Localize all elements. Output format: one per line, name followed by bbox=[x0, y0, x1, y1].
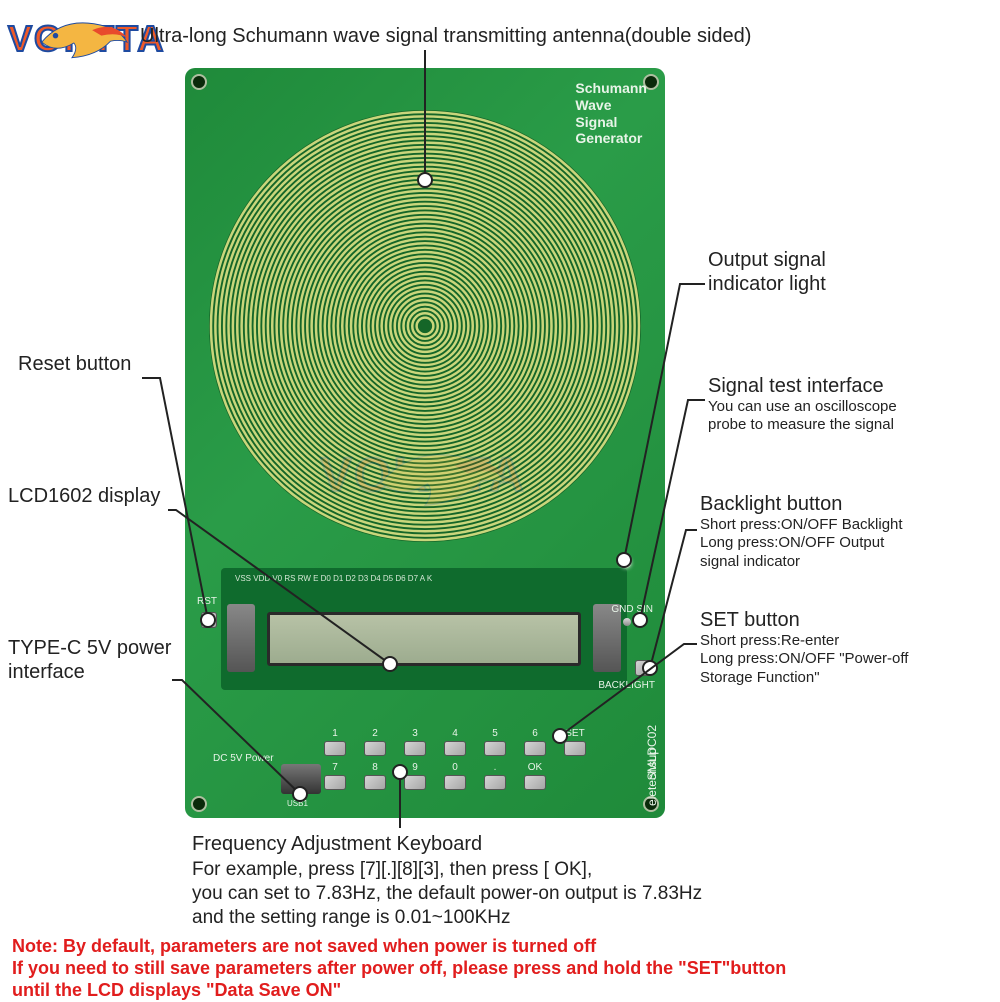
callout-signal-test-title: Signal test interface bbox=[708, 374, 884, 398]
note-text: Note: By default, parameters are not sav… bbox=[12, 936, 982, 1002]
typec-port[interactable] bbox=[281, 764, 321, 794]
lcd-screen bbox=[267, 612, 581, 666]
key-2[interactable] bbox=[364, 741, 386, 756]
callout-set-title: SET button bbox=[700, 608, 800, 632]
backlight-label: BACKLIGHT bbox=[598, 680, 655, 691]
key-8[interactable] bbox=[364, 775, 386, 790]
key-1[interactable] bbox=[324, 741, 346, 756]
lcd-pin-labels: VSS VDD V0 RS RW E D0 D1 D2 D3 D4 D5 D6 … bbox=[231, 574, 617, 596]
keypad: 123456SET 7890.OK bbox=[305, 728, 605, 798]
key-5[interactable] bbox=[484, 741, 506, 756]
callout-output-indicator: Output signal indicator light bbox=[708, 248, 826, 297]
reset-button[interactable] bbox=[201, 612, 217, 628]
callout-frequency: Frequency Adjustment Keyboard For exampl… bbox=[192, 832, 972, 931]
callout-typec: TYPE-C 5V power interface bbox=[8, 636, 171, 685]
pcb-board: Schumann Wave Signal Generator VSS VDD V… bbox=[185, 68, 665, 818]
power-label: DC 5V Power bbox=[213, 753, 274, 764]
callout-set-sub: Short press:Re-enter Long press:ON/OFF "… bbox=[700, 632, 908, 687]
callout-lcd: LCD1602 display bbox=[8, 484, 160, 508]
reset-label: RST bbox=[197, 596, 217, 607]
output-indicator-led bbox=[621, 558, 631, 568]
key-SET[interactable] bbox=[564, 741, 586, 756]
key-3[interactable] bbox=[404, 741, 426, 756]
key-6[interactable] bbox=[524, 741, 546, 756]
key-7[interactable] bbox=[324, 775, 346, 790]
model-label: SMLDC02 bbox=[645, 725, 659, 780]
antenna-spiral bbox=[207, 108, 643, 544]
key-.[interactable] bbox=[484, 775, 506, 790]
callout-signal-test-sub: You can use an oscilloscope probe to mea… bbox=[708, 398, 897, 435]
key-4[interactable] bbox=[444, 741, 466, 756]
callout-reset: Reset button bbox=[18, 352, 131, 376]
signal-pin-label: GND SIN bbox=[611, 604, 653, 615]
backlight-button[interactable] bbox=[635, 660, 651, 676]
callout-backlight-sub: Short press:ON/OFF Backlight Long press:… bbox=[700, 516, 903, 571]
key-0[interactable] bbox=[444, 775, 466, 790]
key-9[interactable] bbox=[404, 775, 426, 790]
callout-backlight-title: Backlight button bbox=[700, 492, 842, 516]
lcd-module: VSS VDD V0 RS RW E D0 D1 D2 D3 D4 D5 D6 … bbox=[221, 568, 627, 690]
logo-fish-icon bbox=[28, 10, 138, 65]
key-OK[interactable] bbox=[524, 775, 546, 790]
callout-antenna: Ultra-long Schumann wave signal transmit… bbox=[140, 24, 751, 48]
